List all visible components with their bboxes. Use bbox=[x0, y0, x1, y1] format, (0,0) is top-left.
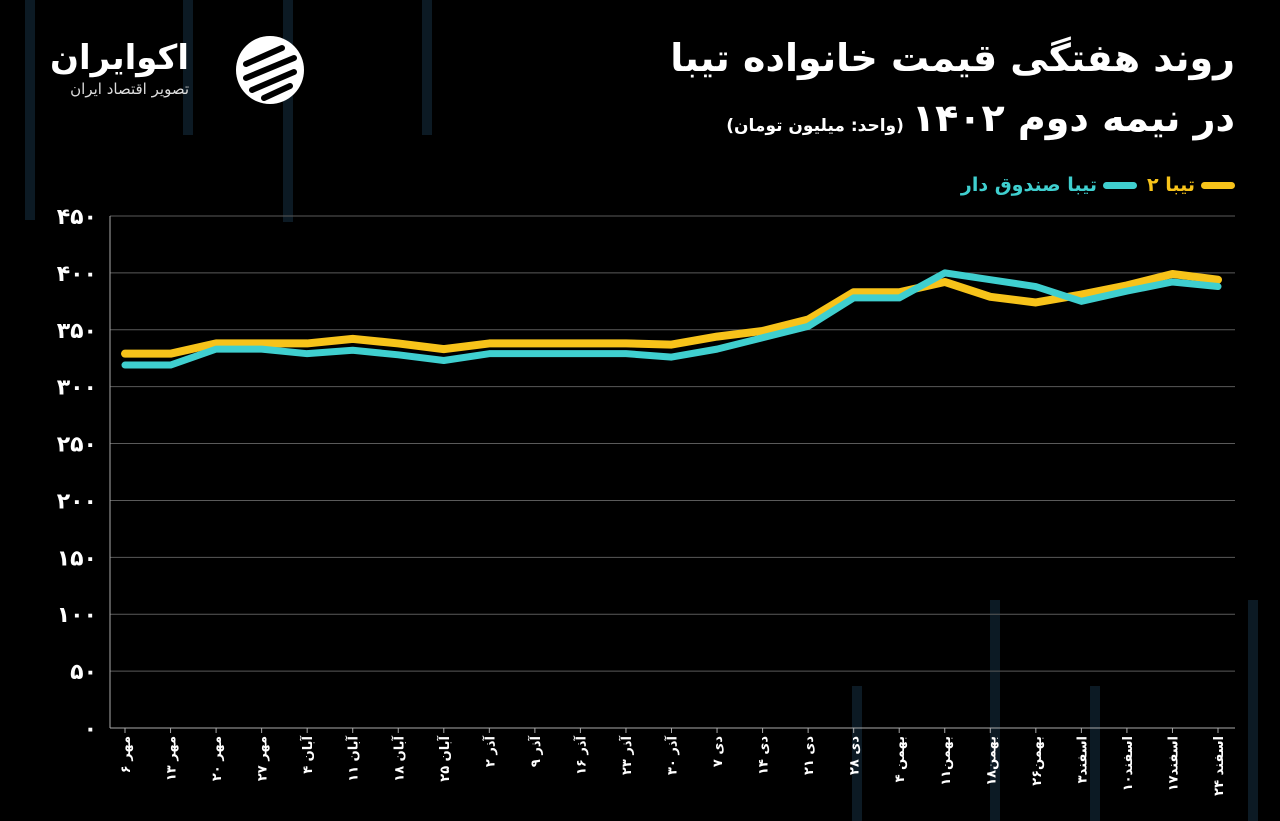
y-tick-label: ۳۰۰ bbox=[57, 376, 97, 401]
brand: اکوایران تصویر اقتصاد ایران bbox=[50, 38, 189, 98]
x-tick-label: ۳۰ آذر bbox=[664, 735, 681, 775]
x-tick-label: ۱۶ آذر bbox=[572, 735, 589, 775]
y-tick-label: ۴۰۰ bbox=[57, 262, 97, 287]
chart-title-line2: در نیمه دوم ۱۴۰۲ (واحد: میلیون تومان) bbox=[726, 96, 1235, 140]
y-tick-label: ۲۰۰ bbox=[57, 489, 97, 514]
x-tick-label: ۲۵ آبان bbox=[436, 735, 453, 781]
title-line2: در نیمه دوم ۱۴۰۲ bbox=[911, 96, 1235, 140]
x-tick-label: ۲۰ مهر bbox=[210, 736, 225, 781]
x-tick-label: ۲۶بهمن bbox=[1030, 736, 1045, 786]
legend-label: تیبا صندوق دار bbox=[960, 174, 1097, 196]
x-tick-label: ۳اسفند bbox=[1075, 736, 1090, 783]
x-tick-label: ۱۴ دی bbox=[757, 736, 772, 775]
y-tick-label: ۳۵۰ bbox=[57, 319, 97, 344]
legend-swatch bbox=[1201, 181, 1235, 189]
logo bbox=[236, 36, 304, 104]
x-tick-label: ۲ آذر bbox=[481, 735, 498, 767]
brand-name: اکوایران bbox=[50, 38, 189, 78]
subtitle: (واحد: میلیون تومان) bbox=[726, 116, 904, 136]
y-tick-label: ۵۰ bbox=[70, 660, 97, 685]
y-tick-label: ۱۰۰ bbox=[57, 603, 97, 628]
y-tick-label: ۲۵۰ bbox=[57, 433, 97, 458]
x-tick-label: ۹ آذر bbox=[527, 735, 544, 767]
legend-label: تیبا ۲ bbox=[1146, 174, 1195, 196]
legend-item: تیبا ۲ bbox=[1147, 174, 1235, 196]
x-tick-label: ۷ دی bbox=[711, 736, 726, 767]
legend-swatch bbox=[1102, 181, 1137, 189]
y-tick-label: ۰ bbox=[84, 717, 97, 742]
x-tick-label: ۴ آبان bbox=[299, 735, 316, 773]
x-tick-label: ۲۳ آذر bbox=[618, 735, 635, 775]
series-line bbox=[121, 270, 1222, 358]
x-tick-label: ۱۱بهمن bbox=[939, 736, 954, 786]
x-tick-label: ۱۰اسفند bbox=[1121, 736, 1136, 791]
x-tick-label: ۶ مهر bbox=[119, 736, 134, 773]
x-tick-label: ۱۷اسفند bbox=[1166, 736, 1181, 791]
x-tick-label: ۱۱ آبان bbox=[345, 735, 362, 781]
x-tick-label: ۱۸ آبان bbox=[390, 735, 407, 781]
legend-item: تیبا صندوق دار bbox=[961, 174, 1137, 196]
x-tick-label: ۲۴ اسفند bbox=[1212, 736, 1227, 796]
y-tick-label: ۱۵۰ bbox=[57, 546, 97, 571]
background-decoration bbox=[25, 0, 1258, 821]
x-tick-label: ۱۸بهمن bbox=[984, 736, 999, 786]
x-tick-label: ۴ بهمن bbox=[893, 736, 908, 782]
x-tick-label: ۲۱ دی bbox=[802, 736, 817, 775]
x-tick-label: ۲۸ دی bbox=[848, 736, 863, 775]
series-line bbox=[121, 269, 1222, 369]
x-tick-label: ۱۳ مهر bbox=[165, 736, 180, 781]
chart-title: روند هفتگی قیمت خانواده تیبا bbox=[670, 36, 1235, 80]
brand-tagline: تصویر اقتصاد ایران bbox=[70, 80, 189, 98]
legend: تیبا ۲ تیبا صندوق دار bbox=[961, 174, 1235, 196]
x-tick-label: ۲۷ مهر bbox=[256, 736, 271, 781]
y-tick-label: ۴۵۰ bbox=[57, 205, 97, 230]
